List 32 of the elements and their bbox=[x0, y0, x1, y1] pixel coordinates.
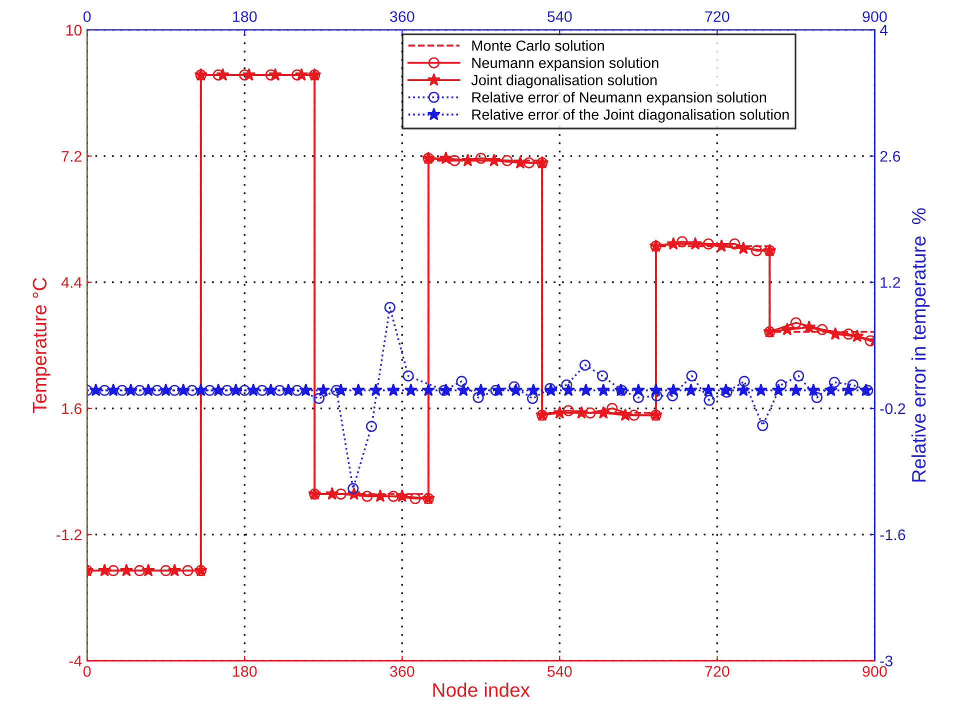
x-tick-label: 900 bbox=[862, 666, 887, 677]
x2-tick-label: 540 bbox=[548, 11, 572, 22]
y-tick-label: 1.6 bbox=[62, 403, 82, 414]
x-tick-label: 360 bbox=[390, 666, 414, 677]
y2-tick-label: 2.6 bbox=[880, 150, 900, 162]
y2-tick-label: 1.2 bbox=[880, 277, 900, 288]
y2-tick-label: -1.6 bbox=[880, 529, 906, 540]
x2-tick-label: 720 bbox=[705, 11, 730, 22]
y2-tick-label: -0.2 bbox=[880, 403, 906, 414]
y2-axis-title: Relative error in temperature % bbox=[911, 208, 930, 482]
legend-label: Monte Carlo solution bbox=[472, 40, 604, 51]
x2-tick-label: 900 bbox=[862, 11, 887, 22]
legend-label: Neumann expansion solution bbox=[472, 57, 658, 71]
y-tick-label: -1.2 bbox=[56, 529, 82, 540]
y-tick-label: -4 bbox=[69, 656, 82, 666]
x-tick-label: 0 bbox=[83, 666, 91, 677]
legend-label: Relative error of Neumann expansion solution bbox=[472, 92, 766, 106]
legend-label: Joint diagonalisation solution bbox=[471, 74, 657, 88]
y-axis-title: Temperature °C bbox=[32, 278, 50, 414]
x2-tick-label: 360 bbox=[390, 11, 414, 22]
x2-tick-label: 0 bbox=[83, 11, 91, 22]
y2-tick-label: 4 bbox=[880, 24, 888, 36]
y-tick-label: 4.4 bbox=[61, 277, 82, 288]
x-tick-label: 180 bbox=[233, 666, 257, 677]
y2-tick-label: -3 bbox=[880, 656, 892, 666]
x2-tick-label: 180 bbox=[233, 11, 257, 22]
x-tick-label: 720 bbox=[705, 666, 730, 677]
legend-label: Relative error of the Joint diagonalisation solution bbox=[472, 109, 789, 123]
x-tick-label: 540 bbox=[548, 666, 572, 677]
x-axis-title: Node index bbox=[433, 682, 530, 697]
y-tick-label: 10 bbox=[66, 24, 82, 36]
y-tick-label: 7.2 bbox=[62, 150, 82, 162]
